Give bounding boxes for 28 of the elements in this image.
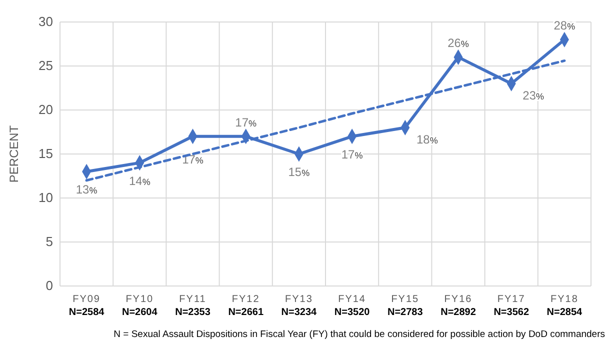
data-label: 17% bbox=[341, 147, 363, 162]
data-label: 14% bbox=[128, 174, 150, 188]
data-label: 17% bbox=[235, 115, 257, 130]
y-tick-label: 30 bbox=[38, 14, 53, 30]
data-label: 23% bbox=[522, 88, 544, 103]
x-tick-label: FY13 N=3234 bbox=[281, 294, 318, 318]
text: N = Sexual Assault Dispositions in Fiscal Year (FY) that could be considered for possible action by DoD commanders bbox=[114, 329, 606, 340]
y-tick-label: 15 bbox=[38, 146, 53, 162]
x-tick-label: FY11 N=2353 bbox=[175, 294, 211, 318]
x-tick-label: FY10 N=2604 bbox=[122, 294, 158, 318]
y-tick-label: 25 bbox=[38, 58, 53, 74]
y-tick-label: 5 bbox=[46, 234, 53, 250]
x-tick-label: FY16 N=2892 bbox=[440, 294, 476, 318]
x-tick-label: FY12 N=2661 bbox=[228, 294, 264, 318]
y-tick-label: 0 bbox=[46, 278, 53, 294]
x-tick-label: FY09 N=2584 bbox=[68, 294, 105, 318]
y-tick-label: 20 bbox=[38, 102, 53, 118]
x-tick-label: FY15 N=2783 bbox=[387, 294, 424, 318]
x-tick-label: FY18 N=2854 bbox=[546, 294, 583, 318]
data-label: 26% bbox=[448, 36, 469, 50]
y-tick-label: 10 bbox=[38, 190, 53, 206]
x-tick-label: FY17 N=3562 bbox=[494, 294, 530, 318]
x-tick-label: FY14 N=3520 bbox=[334, 294, 370, 318]
data-label: 28% bbox=[554, 18, 576, 33]
data-label: 13% bbox=[76, 182, 98, 197]
data-label: 18% bbox=[416, 132, 438, 147]
y-axis-title: PERCENT bbox=[7, 124, 21, 183]
data-label: 15% bbox=[288, 165, 310, 179]
